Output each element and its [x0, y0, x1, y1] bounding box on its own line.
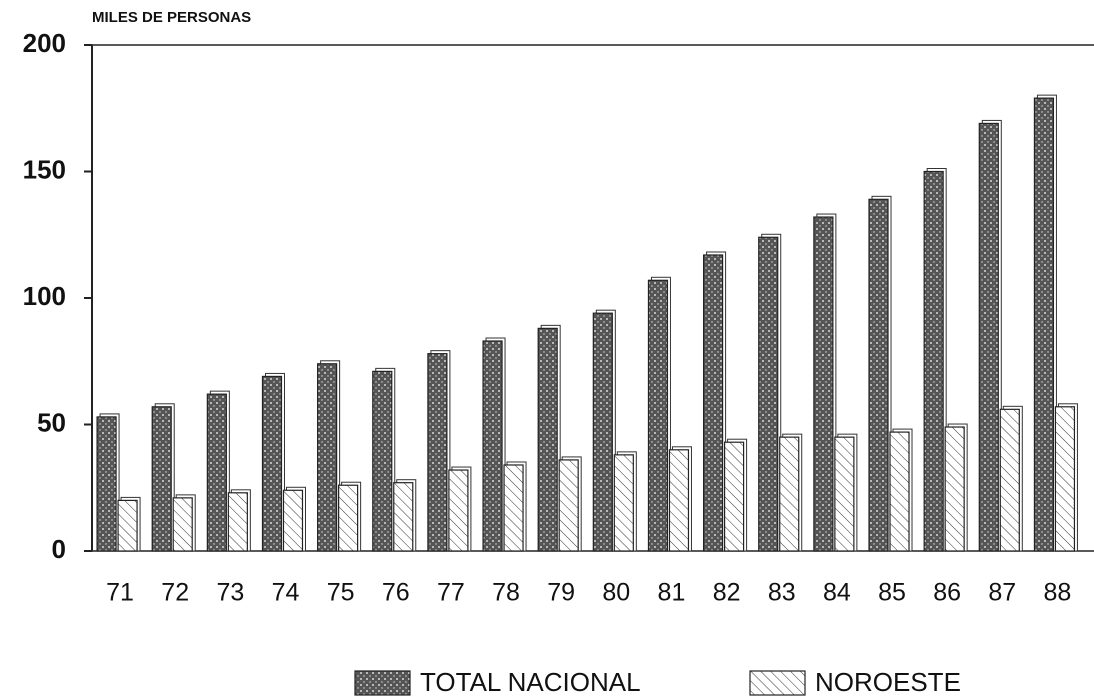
bar	[537, 327, 558, 552]
bar	[172, 497, 193, 552]
bar	[393, 482, 414, 552]
x-tick-label: 77	[437, 579, 465, 607]
x-tick-label: 85	[878, 579, 906, 607]
bar	[889, 431, 910, 552]
x-tick-label: 76	[382, 579, 410, 607]
bar	[372, 370, 393, 552]
bar	[999, 408, 1020, 552]
bar	[978, 122, 999, 552]
y-tick-label: 150	[23, 154, 66, 184]
bar	[1033, 97, 1055, 552]
bar	[117, 499, 138, 552]
x-tick-label: 86	[933, 579, 961, 607]
bar	[592, 312, 613, 552]
bar	[282, 489, 304, 552]
bar	[723, 441, 745, 552]
bar	[338, 484, 359, 552]
x-tick-label: 80	[602, 579, 630, 607]
y-axis-label: MILES DE PERSONAS	[92, 9, 251, 26]
bar	[317, 363, 338, 552]
x-tick-label: 79	[547, 579, 575, 607]
legend-label: TOTAL NACIONAL	[420, 667, 641, 697]
bar	[758, 236, 779, 552]
x-tick-label: 75	[327, 579, 355, 607]
bar	[647, 279, 669, 552]
legend-swatch	[354, 670, 411, 696]
x-tick-label: 82	[713, 579, 741, 607]
bar	[482, 340, 503, 552]
bar	[813, 216, 834, 552]
bar	[1054, 406, 1076, 552]
x-tick-label: 87	[988, 579, 1016, 607]
y-tick-label: 50	[37, 407, 66, 437]
x-tick-label: 73	[216, 579, 244, 607]
legend-label: NOROESTE	[815, 667, 961, 697]
bar	[558, 459, 579, 552]
y-tick-label: 100	[23, 281, 66, 311]
bar	[503, 464, 524, 552]
x-tick-label: 88	[1044, 579, 1072, 607]
x-tick-label: 81	[658, 579, 686, 607]
y-tick-label: 200	[23, 28, 66, 58]
bar	[227, 492, 248, 552]
bar	[668, 449, 690, 552]
bar	[779, 436, 800, 552]
bar	[923, 170, 944, 552]
bar	[96, 416, 117, 552]
x-tick-label: 83	[768, 579, 796, 607]
bar	[427, 353, 448, 552]
x-tick-label: 78	[492, 579, 520, 607]
bar	[944, 426, 965, 552]
x-tick-label: 72	[161, 579, 189, 607]
bar	[206, 393, 227, 552]
bar	[261, 375, 283, 552]
legend-swatch	[749, 670, 806, 696]
bar	[448, 469, 469, 552]
bar	[834, 436, 855, 552]
bar	[868, 198, 889, 552]
bar	[613, 454, 634, 552]
x-tick-label: 71	[106, 579, 134, 607]
x-tick-label: 84	[823, 579, 851, 607]
bar	[702, 254, 724, 552]
x-tick-label: 74	[272, 579, 300, 607]
y-tick-label: 0	[52, 534, 66, 564]
bar	[151, 406, 172, 552]
